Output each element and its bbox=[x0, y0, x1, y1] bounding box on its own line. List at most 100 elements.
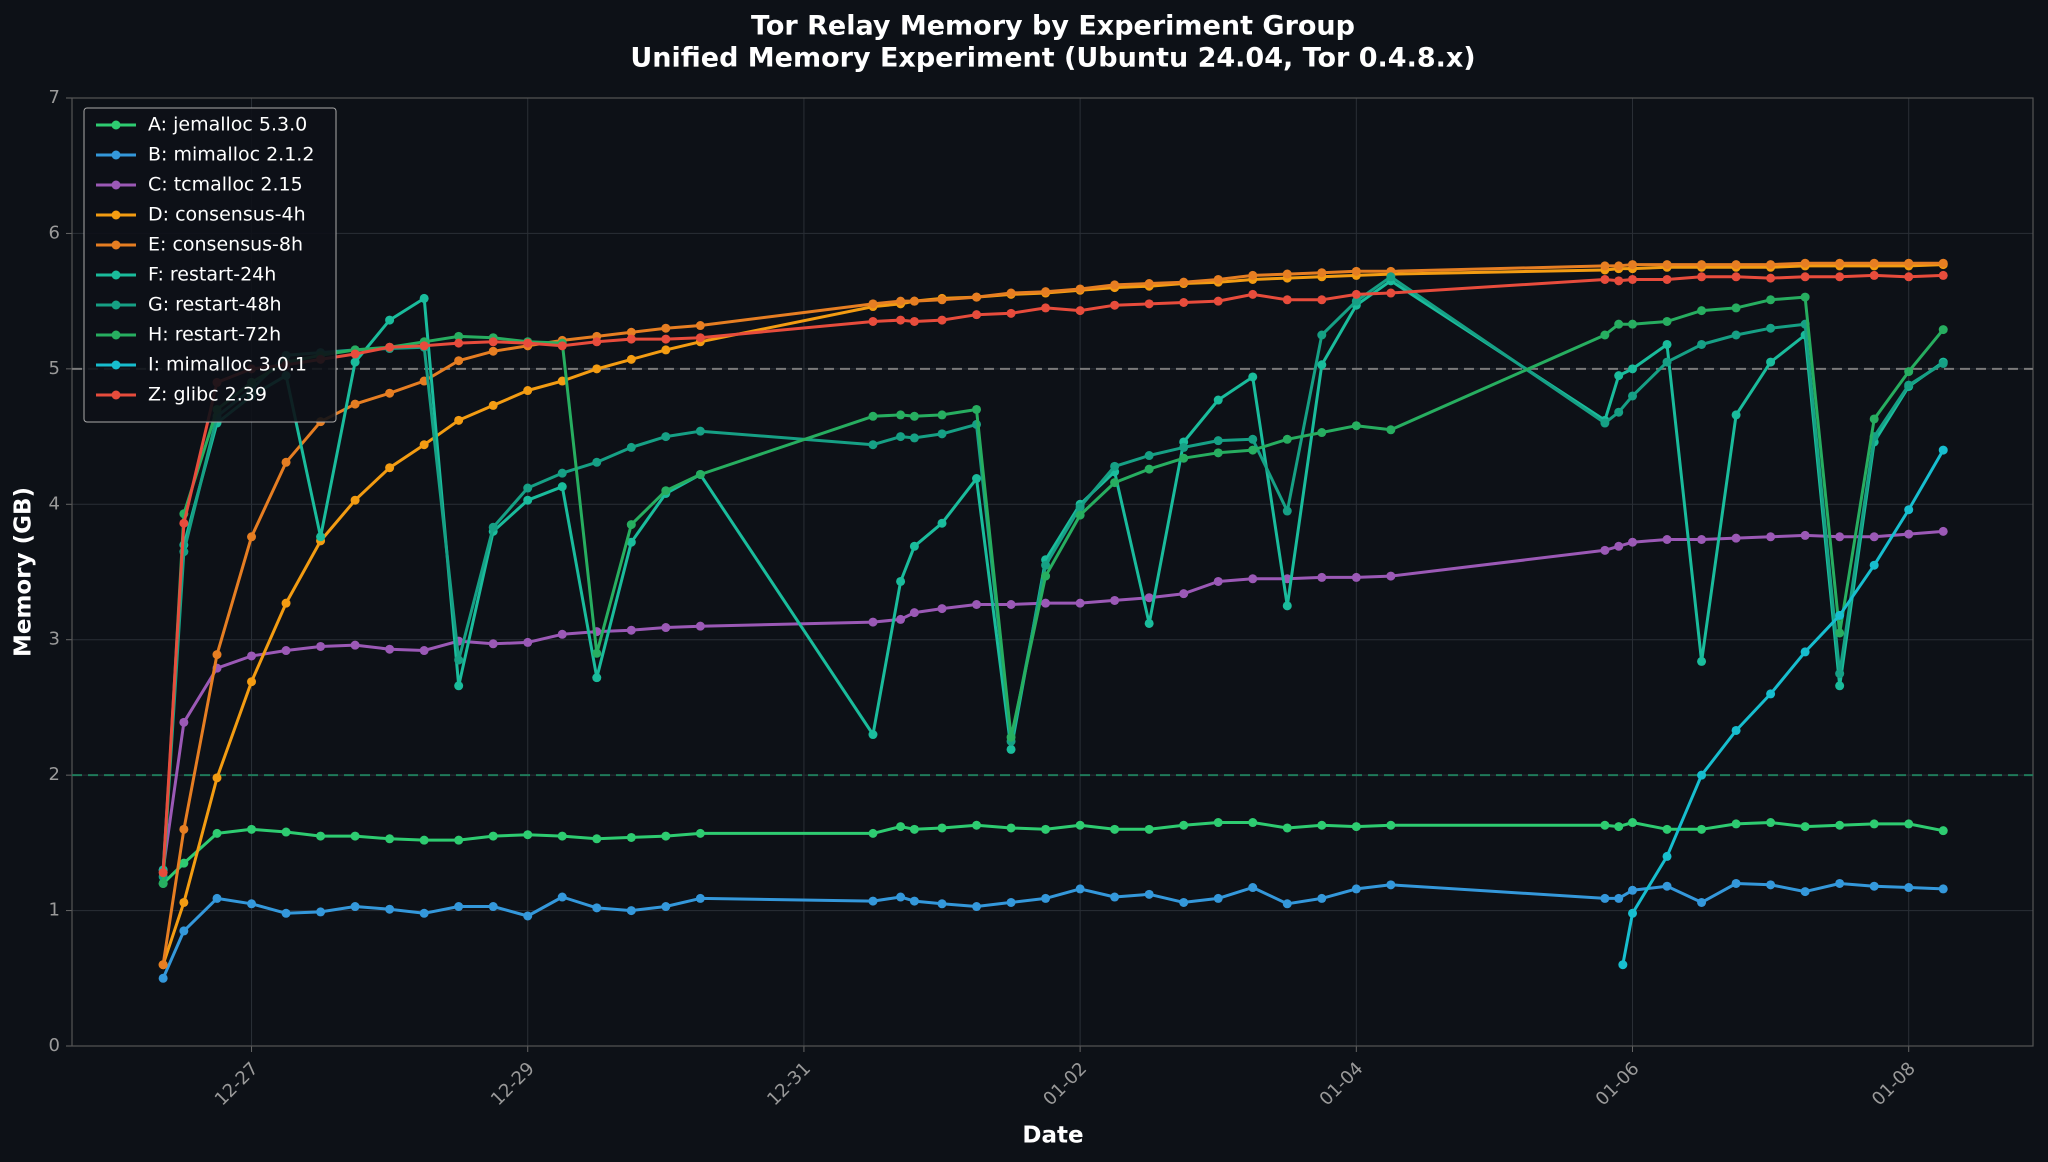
data-point bbox=[1614, 541, 1624, 551]
data-point bbox=[1766, 260, 1776, 270]
data-point bbox=[896, 614, 906, 624]
data-point bbox=[1110, 300, 1120, 310]
data-point bbox=[868, 316, 878, 326]
data-point bbox=[1213, 448, 1223, 458]
data-point bbox=[1766, 323, 1776, 333]
data-point bbox=[1213, 395, 1223, 405]
data-point bbox=[1006, 732, 1016, 742]
data-point bbox=[1213, 576, 1223, 586]
data-point bbox=[1662, 851, 1672, 861]
data-point bbox=[1386, 880, 1396, 890]
data-point bbox=[626, 354, 636, 364]
data-point bbox=[1248, 434, 1258, 444]
data-point bbox=[909, 316, 919, 326]
legend-label: Z: glibc 2.39 bbox=[148, 384, 267, 406]
data-point bbox=[158, 960, 168, 970]
data-point bbox=[281, 827, 291, 837]
data-point bbox=[1628, 885, 1638, 895]
data-point bbox=[385, 388, 395, 398]
data-point bbox=[1213, 818, 1223, 828]
data-point bbox=[1800, 530, 1810, 540]
data-point bbox=[1144, 824, 1154, 834]
data-point bbox=[1628, 274, 1638, 284]
legend-marker bbox=[111, 270, 121, 280]
data-point bbox=[385, 904, 395, 914]
data-point bbox=[937, 518, 947, 528]
data-point bbox=[626, 520, 636, 530]
data-point bbox=[1351, 296, 1361, 306]
data-point bbox=[1904, 258, 1914, 268]
data-point bbox=[937, 295, 947, 305]
data-point bbox=[1662, 357, 1672, 367]
data-point bbox=[350, 831, 360, 841]
data-point bbox=[1662, 316, 1672, 326]
data-point bbox=[385, 315, 395, 325]
data-point bbox=[592, 673, 602, 683]
data-point bbox=[937, 604, 947, 614]
data-point bbox=[247, 899, 257, 909]
data-point bbox=[1614, 371, 1624, 381]
data-point bbox=[1351, 289, 1361, 299]
data-point bbox=[1662, 824, 1672, 834]
data-point bbox=[1006, 308, 1016, 318]
data-point bbox=[1697, 339, 1707, 349]
data-point bbox=[1006, 897, 1016, 907]
data-point bbox=[523, 338, 533, 348]
data-point bbox=[626, 906, 636, 916]
data-point bbox=[1282, 506, 1292, 516]
data-point bbox=[1144, 451, 1154, 461]
data-point bbox=[1697, 656, 1707, 666]
data-point bbox=[488, 346, 498, 356]
data-point bbox=[626, 625, 636, 635]
data-point bbox=[1697, 824, 1707, 834]
data-point bbox=[1869, 819, 1879, 829]
data-point bbox=[1904, 883, 1914, 893]
data-point bbox=[179, 824, 189, 834]
data-point bbox=[1697, 897, 1707, 907]
data-point bbox=[695, 333, 705, 343]
series-line bbox=[161, 295, 1945, 884]
data-point bbox=[1766, 532, 1776, 542]
data-point bbox=[1179, 277, 1189, 287]
data-point bbox=[896, 576, 906, 586]
legend-box bbox=[83, 107, 337, 423]
data-point bbox=[661, 902, 671, 912]
data-point bbox=[1179, 453, 1189, 463]
series-line bbox=[161, 273, 1944, 873]
legend-marker bbox=[111, 390, 121, 400]
data-point bbox=[695, 469, 705, 479]
data-point bbox=[316, 532, 326, 542]
data-point bbox=[1075, 502, 1085, 512]
data-point bbox=[1144, 618, 1154, 628]
data-point bbox=[1386, 571, 1396, 581]
data-point bbox=[1731, 725, 1741, 735]
data-point bbox=[1800, 292, 1810, 302]
data-point bbox=[1006, 744, 1016, 754]
data-point bbox=[488, 831, 498, 841]
data-point bbox=[909, 608, 919, 618]
data-point bbox=[557, 831, 567, 841]
data-point bbox=[896, 296, 906, 306]
data-point bbox=[1179, 297, 1189, 307]
data-point bbox=[1041, 287, 1051, 297]
data-point bbox=[179, 926, 189, 936]
data-point bbox=[1628, 908, 1638, 918]
data-point bbox=[281, 908, 291, 918]
data-point bbox=[972, 292, 982, 302]
data-point bbox=[972, 820, 982, 830]
data-point bbox=[909, 824, 919, 834]
data-point bbox=[419, 293, 429, 303]
plot-frame bbox=[71, 97, 2034, 1047]
data-point bbox=[896, 822, 906, 832]
data-point bbox=[158, 973, 168, 983]
data-point bbox=[1248, 270, 1258, 280]
data-point bbox=[1904, 819, 1914, 829]
data-point bbox=[385, 342, 395, 352]
data-point bbox=[868, 828, 878, 838]
data-point bbox=[1628, 260, 1638, 270]
data-point bbox=[626, 537, 636, 547]
data-point bbox=[626, 334, 636, 344]
data-point bbox=[1110, 824, 1120, 834]
